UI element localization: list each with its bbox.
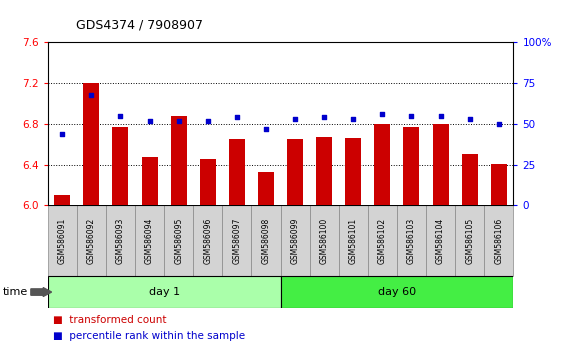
Point [261,126,270,132]
Bar [339,205,368,276]
Text: GDS4374 / 7908907: GDS4374 / 7908907 [76,19,203,32]
Bar [54,195,70,205]
Point [494,121,503,127]
Bar [280,205,310,276]
Text: GSM586103: GSM586103 [407,218,416,264]
Bar [48,276,280,308]
Text: time: time [3,287,28,297]
Bar [112,127,128,205]
Point [145,118,154,124]
Bar [433,124,449,205]
Text: GSM586097: GSM586097 [232,217,241,264]
Text: ■  percentile rank within the sample: ■ percentile rank within the sample [53,331,245,341]
Bar [200,159,216,205]
Text: GSM586096: GSM586096 [203,217,212,264]
Bar [222,205,251,276]
Text: ■  transformed count: ■ transformed count [53,315,167,325]
Text: GSM586095: GSM586095 [174,217,183,264]
Text: day 60: day 60 [378,287,416,297]
Point [232,115,241,120]
Bar [164,205,193,276]
Bar [287,139,303,205]
Bar [484,205,513,276]
Point [58,131,67,137]
Bar [135,205,164,276]
Bar [229,139,245,205]
Bar [48,205,77,276]
Bar [316,137,332,205]
Bar [397,205,426,276]
Text: GSM586091: GSM586091 [58,218,67,264]
Bar [280,276,513,308]
Text: day 1: day 1 [149,287,180,297]
Text: GSM586102: GSM586102 [378,218,387,264]
Text: GSM586100: GSM586100 [320,218,329,264]
Point [436,113,445,119]
Bar [193,205,222,276]
Text: GSM586101: GSM586101 [349,218,358,264]
Point [116,113,125,119]
Point [87,92,96,97]
Text: GSM586106: GSM586106 [494,218,503,264]
Point [349,116,358,122]
Point [320,115,329,120]
Bar [374,124,390,205]
Text: GSM586093: GSM586093 [116,217,125,264]
Bar [491,164,507,205]
Bar [251,205,280,276]
Bar [462,154,477,205]
Bar [106,205,135,276]
Bar [77,205,106,276]
Point [407,113,416,119]
Bar [310,205,339,276]
Point [174,118,183,124]
Text: GSM586094: GSM586094 [145,217,154,264]
Bar [368,205,397,276]
Bar [345,138,361,205]
Bar [403,127,420,205]
Text: GSM586098: GSM586098 [261,218,270,264]
Bar [426,205,455,276]
Bar [258,172,274,205]
Bar [84,83,99,205]
Point [378,111,387,117]
Bar [455,205,484,276]
Point [465,116,474,122]
Point [203,118,212,124]
Text: GSM586105: GSM586105 [465,218,474,264]
Text: GSM586104: GSM586104 [436,218,445,264]
Bar [171,116,187,205]
Text: GSM586092: GSM586092 [87,218,96,264]
Bar [141,158,158,205]
Point [291,116,300,122]
Text: GSM586099: GSM586099 [291,217,300,264]
